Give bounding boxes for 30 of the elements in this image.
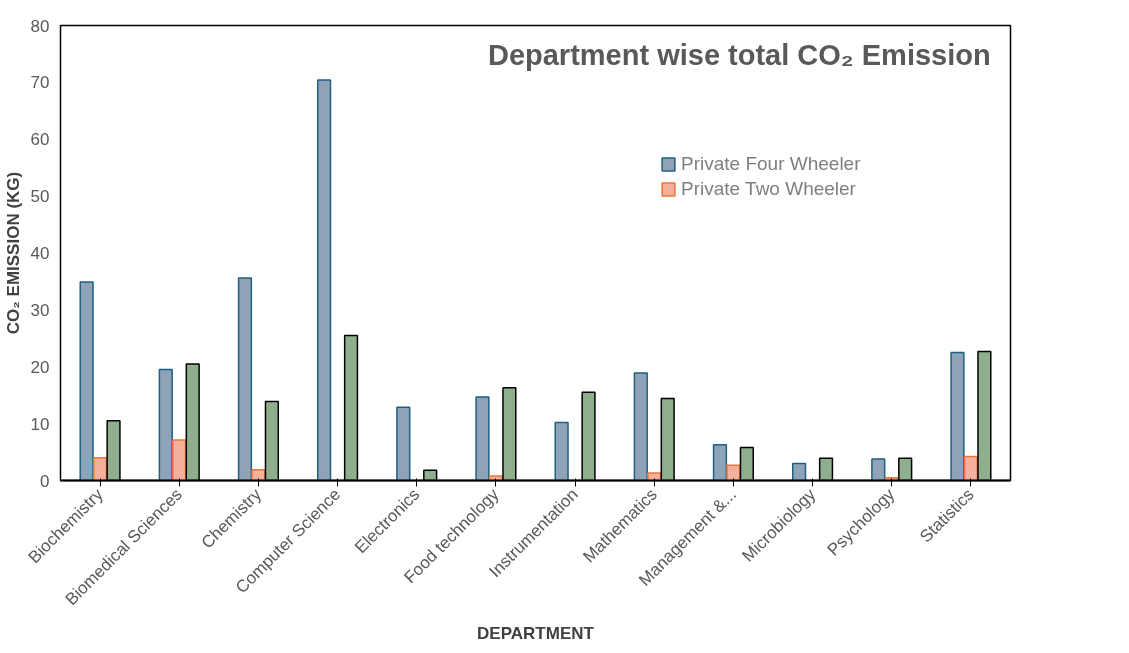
bar [172,439,187,481]
y-tick-label: 50 [30,187,50,207]
y-tick-label: 10 [30,414,50,434]
bar [251,468,266,481]
y-tick-label: 80 [30,16,50,36]
y-tick-label: 30 [30,300,50,320]
bar [950,351,965,481]
y-tick-label: 0 [40,471,50,491]
bar [726,464,741,481]
legend-label: Private Two Wheeler [681,178,856,200]
bar [158,368,173,481]
bar [647,472,662,481]
x-axis-title: DEPARTMENT [477,623,595,643]
bar [79,281,94,481]
y-tick-label: 20 [30,357,50,377]
bar [475,396,490,481]
bar [712,443,728,481]
bar [237,277,253,481]
y-tick-label: 40 [30,244,50,263]
y-tick-label: 70 [30,73,50,93]
bar [791,462,807,481]
legend-label: Private Four Wheeler [681,153,861,175]
bar [316,79,332,481]
text: Department wise total CO₂ Emission [487,39,991,72]
bar [554,421,569,481]
bar [396,406,411,481]
y-axis-title: CO₂ EMISSION (KG) [3,171,23,335]
bar [871,458,886,481]
y-tick-label: 60 [30,130,50,150]
bar [633,372,648,481]
